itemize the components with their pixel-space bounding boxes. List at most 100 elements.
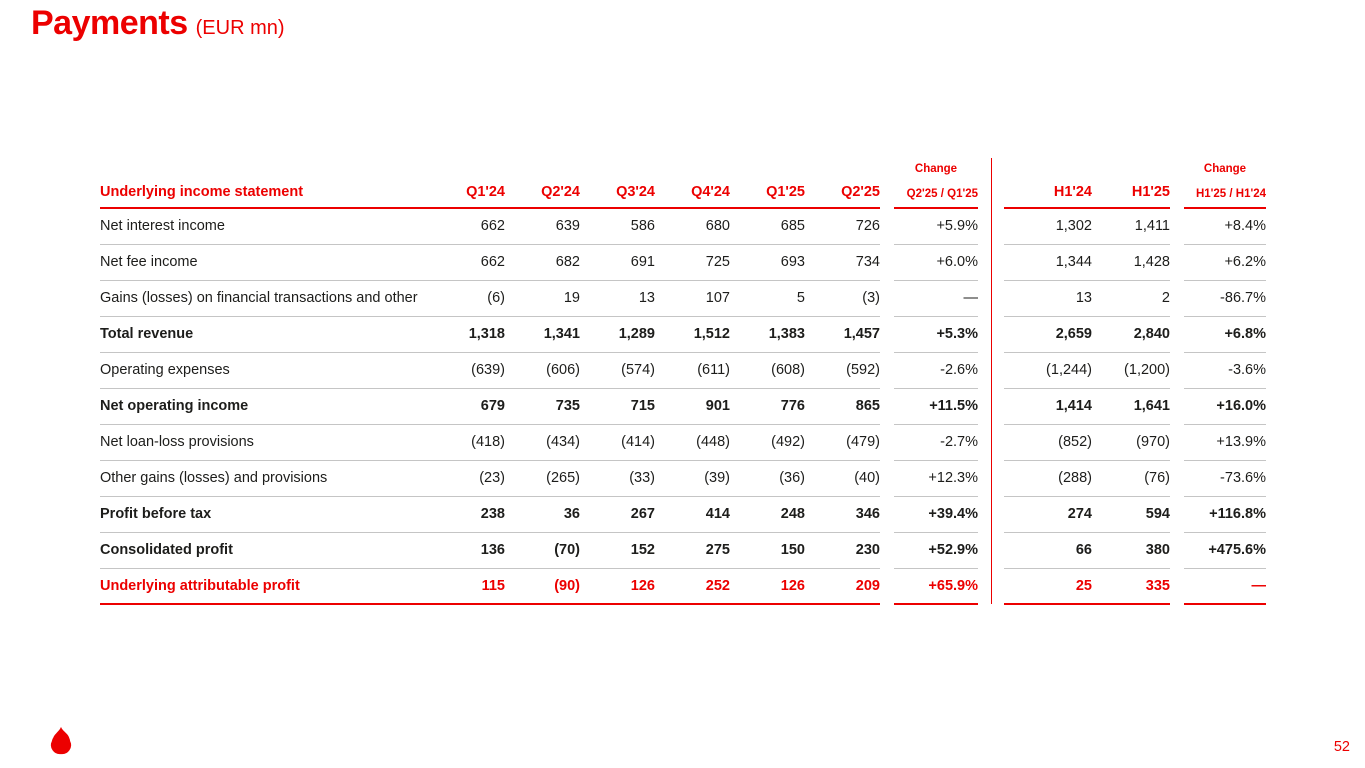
- gap: [880, 280, 894, 316]
- row-label: Operating expenses: [100, 352, 430, 389]
- gap: [880, 316, 894, 352]
- quarter-value: 275: [655, 532, 730, 569]
- table-row: Underlying attributable profit 115 (90) …: [100, 568, 1266, 605]
- section-divider: [978, 388, 1004, 424]
- income-table-body: Net interest income 662 639 586 680 685 …: [100, 208, 1266, 605]
- h-change-value: +8.4%: [1184, 208, 1266, 245]
- income-statement-table-wrap: Underlying income statement Q1'24 Q2'24 …: [100, 158, 1266, 605]
- quarter-value: 865: [805, 388, 880, 425]
- quarter-value: 1,457: [805, 316, 880, 353]
- q-change-sublabel: Q2'25 / Q1'25: [906, 187, 978, 200]
- gap: [880, 532, 894, 568]
- h-change-value: +13.9%: [1184, 424, 1266, 461]
- q-change-value: —: [894, 280, 978, 317]
- quarter-value: 685: [730, 208, 805, 245]
- section-divider: [978, 208, 1004, 244]
- quarter-value: (23): [430, 460, 505, 497]
- table-row: Net fee income 662 682 691 725 693 734 +…: [100, 244, 1266, 281]
- section-divider: [978, 244, 1004, 280]
- quarter-value: 115: [430, 568, 505, 605]
- quarter-value: 230: [805, 532, 880, 569]
- q-change-value: -2.7%: [894, 424, 978, 461]
- quarter-value: 1,341: [505, 316, 580, 353]
- quarter-value: 682: [505, 244, 580, 281]
- quarter-value: (606): [505, 352, 580, 389]
- quarter-value: 725: [655, 244, 730, 281]
- quarter-value: 691: [580, 244, 655, 281]
- half-value: (76): [1092, 460, 1170, 497]
- section-divider: [978, 316, 1004, 352]
- quarter-value: (414): [580, 424, 655, 461]
- half-value: 13: [1004, 280, 1092, 317]
- h-change-value: +6.2%: [1184, 244, 1266, 281]
- quarter-value: (265): [505, 460, 580, 497]
- q-change-value: +12.3%: [894, 460, 978, 497]
- half-value: (970): [1092, 424, 1170, 461]
- header-h1-25: H1'25: [1092, 158, 1170, 209]
- quarter-value: 414: [655, 496, 730, 533]
- gap: [880, 424, 894, 460]
- quarter-value: (492): [730, 424, 805, 461]
- quarter-value: 150: [730, 532, 805, 569]
- q-change-value: +11.5%: [894, 388, 978, 425]
- section-divider: [978, 460, 1004, 496]
- quarter-value: (574): [580, 352, 655, 389]
- half-value: 1,641: [1092, 388, 1170, 425]
- quarter-value: (608): [730, 352, 805, 389]
- h-change-value: +475.6%: [1184, 532, 1266, 569]
- row-label: Other gains (losses) and provisions: [100, 460, 430, 497]
- section-divider: [978, 532, 1004, 568]
- header-q2-24: Q2'24: [505, 158, 580, 209]
- quarter-value: 36: [505, 496, 580, 533]
- income-statement-table: Underlying income statement Q1'24 Q2'24 …: [100, 158, 1266, 605]
- header-h-change: Change H1'25 / H1'24: [1184, 158, 1266, 209]
- h-change-value: -73.6%: [1184, 460, 1266, 497]
- quarter-value: (639): [430, 352, 505, 389]
- gap: [880, 460, 894, 496]
- gap: [880, 208, 894, 244]
- quarter-value: 679: [430, 388, 505, 425]
- row-label: Net loan-loss provisions: [100, 424, 430, 461]
- quarter-value: 152: [580, 532, 655, 569]
- page-title: Payments (EUR mn): [31, 4, 285, 43]
- header-q1-24: Q1'24: [430, 158, 505, 209]
- quarter-value: 267: [580, 496, 655, 533]
- gap: [1170, 316, 1184, 352]
- quarter-value: 662: [430, 208, 505, 245]
- row-label: Profit before tax: [100, 496, 430, 533]
- quarter-value: 1,383: [730, 316, 805, 353]
- quarter-value: 639: [505, 208, 580, 245]
- gap: [1170, 208, 1184, 244]
- gap: [1170, 352, 1184, 388]
- row-label: Net fee income: [100, 244, 430, 281]
- quarter-value: (3): [805, 280, 880, 317]
- row-label: Consolidated profit: [100, 532, 430, 569]
- quarter-value: (6): [430, 280, 505, 317]
- quarter-value: 901: [655, 388, 730, 425]
- q-change-value: +6.0%: [894, 244, 978, 281]
- h-change-sublabel: H1'25 / H1'24: [1195, 187, 1266, 200]
- table-row: Net operating income 679 735 715 901 776…: [100, 388, 1266, 425]
- half-value: 1,428: [1092, 244, 1170, 281]
- quarter-value: 1,512: [655, 316, 730, 353]
- h-change-value: —: [1184, 568, 1266, 605]
- gap: [1170, 244, 1184, 280]
- quarter-value: (70): [505, 532, 580, 569]
- row-label: Net operating income: [100, 388, 430, 425]
- q-change-value: +65.9%: [894, 568, 978, 605]
- quarter-value: 680: [655, 208, 730, 245]
- table-row: Operating expenses (639) (606) (574) (61…: [100, 352, 1266, 389]
- section-divider: [978, 568, 1004, 604]
- quarter-value: 734: [805, 244, 880, 281]
- gap: [1170, 532, 1184, 568]
- quarter-value: 252: [655, 568, 730, 605]
- quarter-value: (592): [805, 352, 880, 389]
- section-divider: [978, 424, 1004, 460]
- section-divider: [978, 158, 1004, 208]
- gap: [1170, 496, 1184, 532]
- quarter-value: 126: [580, 568, 655, 605]
- gap: [1170, 460, 1184, 496]
- half-value: 25: [1004, 568, 1092, 605]
- h-change-value: +16.0%: [1184, 388, 1266, 425]
